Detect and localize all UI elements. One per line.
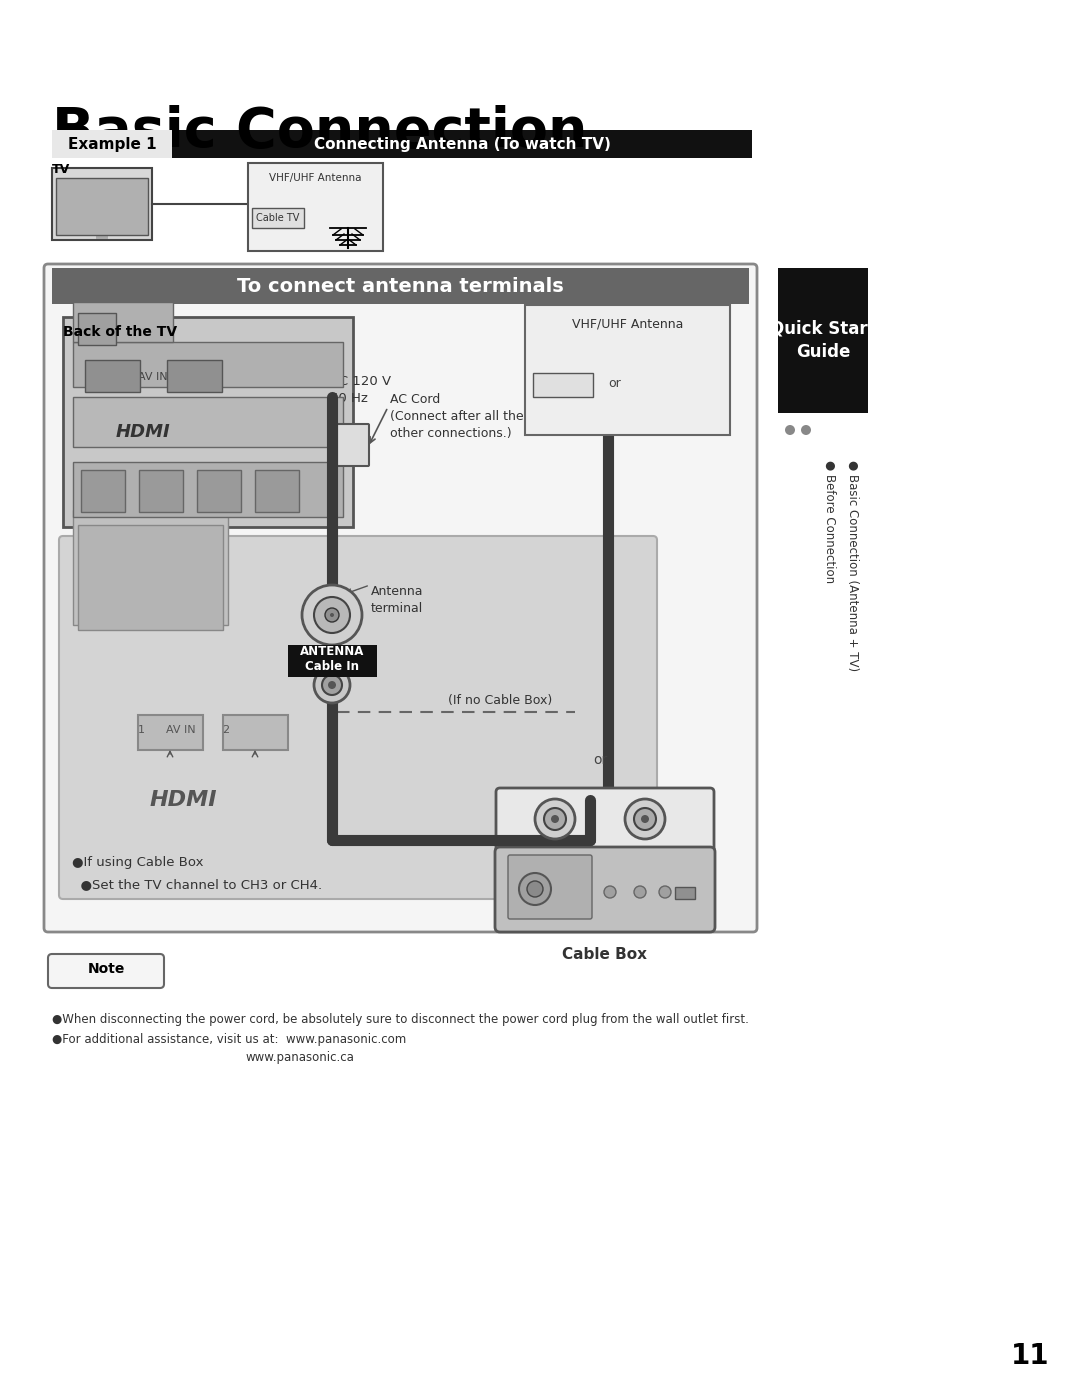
Bar [252, 209, 303, 228]
Bar [778, 268, 868, 413]
Bar [73, 341, 343, 387]
Text: HDMI: HDMI [149, 791, 217, 810]
FancyBboxPatch shape [52, 169, 152, 240]
Bar [73, 397, 343, 446]
Text: ●When disconnecting the power cord, be absolutely sure to disconnect the power c: ●When disconnecting the power cord, be a… [52, 1013, 748, 1025]
Bar [52, 130, 752, 158]
Circle shape [634, 808, 656, 831]
Bar [56, 178, 148, 235]
Circle shape [325, 608, 339, 622]
Circle shape [659, 886, 671, 898]
FancyBboxPatch shape [337, 424, 369, 466]
Circle shape [634, 886, 646, 898]
Text: www.panasonic.ca: www.panasonic.ca [245, 1050, 354, 1064]
FancyBboxPatch shape [63, 316, 353, 527]
FancyBboxPatch shape [525, 305, 730, 435]
Bar [73, 303, 173, 341]
Text: (If no Cable Box): (If no Cable Box) [448, 694, 552, 708]
Text: Note: Note [87, 962, 124, 976]
Bar [139, 470, 183, 511]
Text: ●If using Cable Box: ●If using Cable Box [72, 855, 203, 869]
Text: 2: 2 [222, 726, 230, 735]
Circle shape [330, 614, 334, 616]
Text: Example 1: Example 1 [68, 137, 157, 152]
Bar [52, 268, 750, 304]
Circle shape [519, 873, 551, 905]
Text: ANT OUT: ANT OUT [528, 795, 581, 808]
Text: or: or [609, 376, 621, 390]
Text: Cable Box: Cable Box [563, 947, 648, 962]
Text: Cable TV: Cable TV [538, 380, 588, 390]
Circle shape [328, 681, 336, 690]
FancyBboxPatch shape [44, 264, 757, 931]
Text: 1: 1 [137, 726, 145, 735]
Text: TV: TV [52, 163, 70, 176]
Bar [81, 470, 125, 511]
Circle shape [801, 426, 811, 435]
Circle shape [625, 799, 665, 839]
Bar [675, 887, 696, 900]
FancyBboxPatch shape [48, 954, 164, 988]
Text: Back of the TV: Back of the TV [63, 325, 177, 339]
Text: ●For additional assistance, visit us at:  www.panasonic.com: ●For additional assistance, visit us at:… [52, 1032, 406, 1046]
Bar [167, 359, 222, 392]
Circle shape [535, 799, 575, 839]
Circle shape [314, 597, 350, 633]
FancyBboxPatch shape [248, 163, 383, 252]
Bar [52, 130, 172, 158]
Text: AC 120 V
60 Hz: AC 120 V 60 Hz [330, 375, 391, 405]
Bar [138, 714, 203, 750]
Circle shape [544, 808, 566, 831]
Bar [197, 470, 241, 511]
Circle shape [314, 668, 350, 703]
Circle shape [322, 674, 342, 695]
Text: AV IN: AV IN [166, 726, 195, 735]
FancyBboxPatch shape [288, 645, 377, 677]
Bar [73, 510, 228, 625]
Text: Antenna
terminal: Antenna terminal [370, 585, 423, 615]
Text: AC Cord
(Connect after all the
other connections.): AC Cord (Connect after all the other con… [390, 392, 524, 439]
FancyBboxPatch shape [495, 847, 715, 931]
Circle shape [785, 426, 795, 435]
Circle shape [527, 880, 543, 897]
Text: ● Basic Connection (Antenna + TV): ● Basic Connection (Antenna + TV) [847, 460, 860, 672]
Circle shape [551, 815, 559, 824]
Text: VHF/UHF Antenna: VHF/UHF Antenna [571, 316, 684, 330]
Text: HDMI: HDMI [116, 423, 171, 441]
Circle shape [604, 886, 616, 898]
Text: 1    AV IN    2: 1 AV IN 2 [117, 372, 189, 381]
Text: 11: 11 [1011, 1342, 1050, 1370]
FancyBboxPatch shape [59, 536, 657, 900]
Text: ANTENNA
Cable In: ANTENNA Cable In [300, 645, 364, 673]
Bar [222, 714, 288, 750]
Bar [85, 359, 140, 392]
Text: Quick Start
Guide: Quick Start Guide [770, 319, 876, 361]
Bar [534, 373, 593, 397]
Circle shape [642, 815, 649, 824]
Text: ●Set the TV channel to CH3 or CH4.: ●Set the TV channel to CH3 or CH4. [72, 878, 322, 891]
Circle shape [302, 585, 362, 645]
Text: Connecting Antenna (To watch TV): Connecting Antenna (To watch TV) [313, 137, 610, 152]
Text: VHF/UHF Antenna: VHF/UHF Antenna [269, 173, 362, 182]
Text: ANT IN: ANT IN [625, 795, 665, 808]
Bar [84, 225, 120, 229]
Bar [73, 462, 343, 517]
Bar [78, 525, 222, 630]
FancyBboxPatch shape [496, 788, 714, 854]
Text: ● Before Connection: ● Before Connection [824, 460, 837, 583]
Bar [96, 229, 108, 239]
Bar [255, 470, 299, 511]
Bar [78, 312, 116, 346]
FancyBboxPatch shape [508, 855, 592, 919]
Text: Cable TV: Cable TV [256, 213, 299, 223]
Text: To connect antenna terminals: To connect antenna terminals [238, 276, 564, 296]
Text: Basic Connection: Basic Connection [52, 105, 588, 159]
Text: or: or [593, 753, 607, 767]
